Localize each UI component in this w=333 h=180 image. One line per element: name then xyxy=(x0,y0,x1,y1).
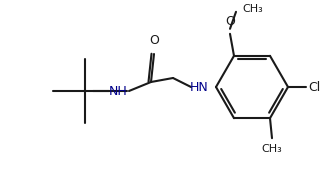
Text: Cl: Cl xyxy=(308,80,320,93)
Text: CH₃: CH₃ xyxy=(242,4,263,14)
Text: HN: HN xyxy=(190,80,209,93)
Text: O: O xyxy=(225,15,235,28)
Text: CH₃: CH₃ xyxy=(262,144,282,154)
Text: O: O xyxy=(149,34,159,47)
Text: NH: NH xyxy=(108,84,127,98)
